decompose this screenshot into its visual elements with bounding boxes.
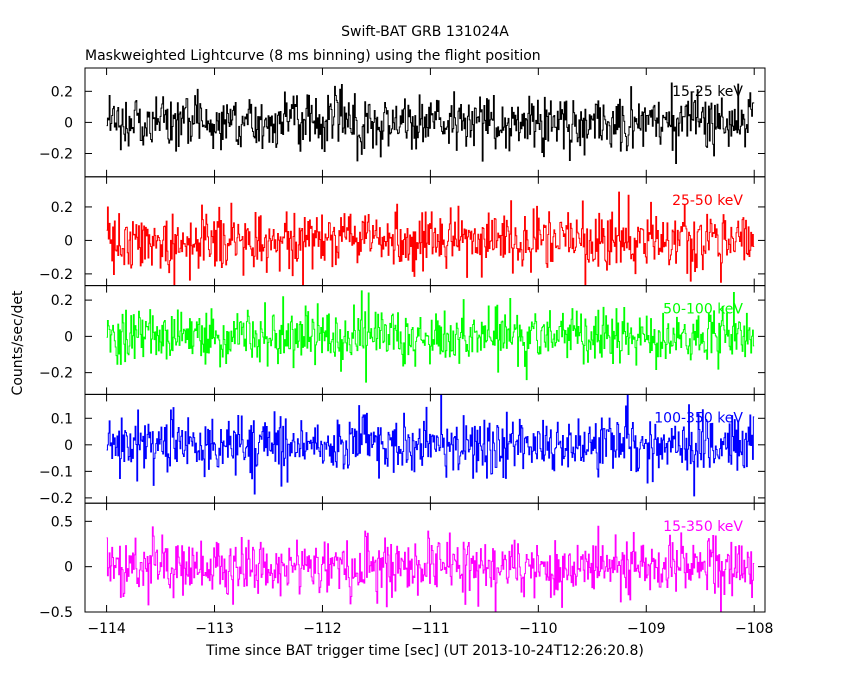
panel-1: 15-25 keV −0.2 0 0.2 xyxy=(39,67,766,178)
series-label: 100-350 keV xyxy=(654,410,743,426)
series-line xyxy=(106,290,755,383)
x-axis-label: Time since BAT trigger time [sec] (UT 20… xyxy=(205,643,644,659)
y-tick-label: 0 xyxy=(64,438,73,454)
y-tick-label: −0.2 xyxy=(39,267,73,283)
y-tick-label: 0 xyxy=(64,115,73,131)
panel-3: 50-100 keV −0.2 0 0.2 xyxy=(39,285,766,395)
panels: 15-25 keV−0.200.225-50 keV−0.200.250-100… xyxy=(39,67,766,621)
series-label: 15-350 keV xyxy=(663,519,743,535)
x-tick-label: −113 xyxy=(195,621,233,637)
y-tick-label: 0.2 xyxy=(51,84,73,100)
panel-5: 15-350 keV −0.5 0 0.5 xyxy=(39,502,766,621)
y-tick-label: 0 xyxy=(64,233,73,249)
x-tick-label: −112 xyxy=(303,621,341,637)
series-line xyxy=(106,394,755,497)
y-tick-label: 0.2 xyxy=(51,293,73,309)
y-tick-label: −0.2 xyxy=(39,366,73,382)
y-tick-label: 0 xyxy=(64,560,73,576)
y-tick-label: −0.2 xyxy=(39,491,73,507)
y-tick-label: 0.5 xyxy=(51,514,73,530)
y-tick-label: −0.2 xyxy=(39,146,73,162)
chart-title: Swift-BAT GRB 131024A xyxy=(341,24,509,40)
series-label: 25-50 keV xyxy=(672,193,743,209)
x-tick-label: −114 xyxy=(87,621,126,637)
y-tick-label: 0 xyxy=(64,329,73,345)
y-tick-label: −0.5 xyxy=(39,605,73,621)
x-tick-label: −108 xyxy=(735,621,773,637)
series-line xyxy=(106,82,755,165)
series-line xyxy=(106,525,755,613)
y-tick-label: −0.1 xyxy=(39,464,73,480)
y-tick-label: 0.2 xyxy=(51,200,73,216)
y-tick-label: 0.1 xyxy=(51,411,73,427)
chart-subtitle: Maskweighted Lightcurve (8 ms binning) u… xyxy=(85,48,541,64)
y-axis-label: Counts/sec/det xyxy=(10,290,26,395)
x-axis-ticks: −114 −113 −112 −111 −110 −109 −108 xyxy=(87,621,773,637)
series-label: 50-100 keV xyxy=(663,302,743,318)
panel-2: 25-50 keV −0.2 0 0.2 xyxy=(39,176,766,287)
series-label: 15-25 keV xyxy=(672,84,743,100)
panel-frame xyxy=(84,502,766,613)
series-line xyxy=(106,191,755,286)
x-tick-label: −110 xyxy=(519,621,557,637)
panel-4: 100-350 keV −0.2 −0.1 0 0.1 xyxy=(39,393,766,507)
x-tick-label: −111 xyxy=(411,621,449,637)
x-tick-label: −109 xyxy=(627,621,665,637)
